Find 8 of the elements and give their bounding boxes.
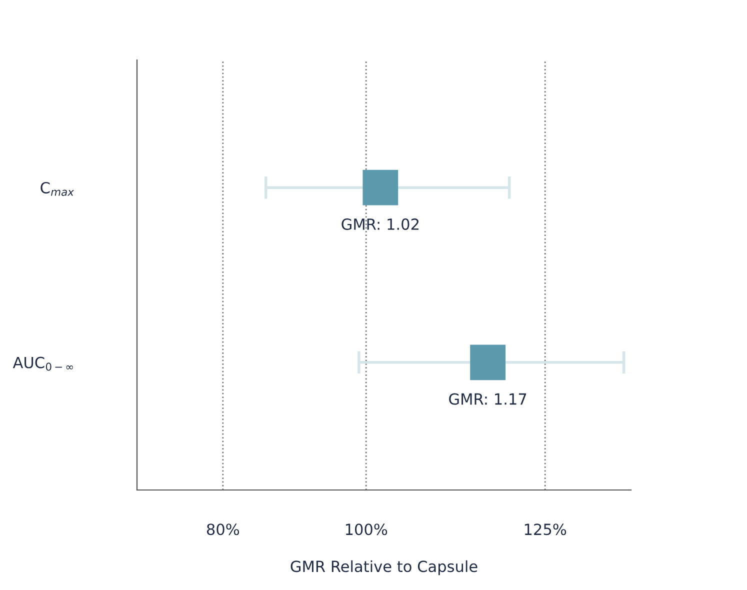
y-tick-label: C$_{max}$ <box>40 182 74 196</box>
x-tick-label: 80% <box>206 524 240 536</box>
y-tick-label: AUC$_{0−∞}$ <box>12 356 73 371</box>
data-label: GMR: 1.02 <box>342 218 418 230</box>
x-tick-label: 125% <box>524 524 566 536</box>
x-axis-title: GMR Relative to Capsule <box>290 560 478 576</box>
x-tick-label: 100% <box>346 524 388 536</box>
data-label: GMR: 1.17 <box>449 393 526 405</box>
